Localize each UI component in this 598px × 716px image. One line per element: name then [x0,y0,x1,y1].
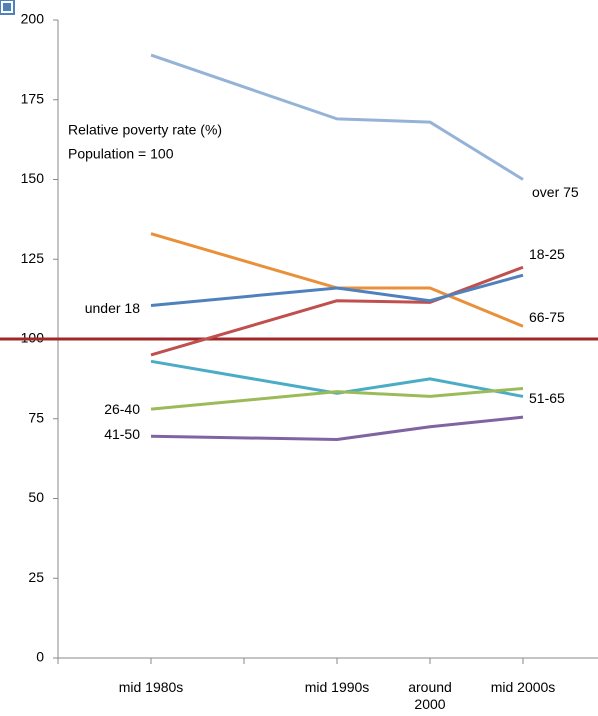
y-tick-label: 125 [21,250,45,266]
y-tick-label: 0 [36,649,44,665]
series-line [150,265,524,357]
y-tick-label: 200 [21,11,45,27]
y-tick-label: 175 [21,90,45,106]
series-label: 41-50 [104,426,140,442]
corner-icon-fill [3,3,11,11]
x-tick-label: mid 1990s [304,679,370,695]
x-tick-label: around 2000 [408,679,452,712]
series-line [150,273,524,307]
series-label: 18-25 [529,246,565,262]
series-line [150,386,524,411]
x-tick-label: mid 1980s [118,679,184,695]
y-tick-label: 150 [21,170,45,186]
series-line [150,53,524,181]
series-line [150,415,524,441]
y-tick-label: 75 [28,409,44,425]
series-line [150,359,524,398]
y-tick-label: 50 [28,489,44,505]
annotation: Population = 100 [68,146,174,162]
series-label: over 75 [532,184,579,200]
series-label: under 18 [85,300,140,316]
annotation: Relative poverty rate (%) [68,122,222,138]
series-label: 51-65 [529,390,565,406]
series-line [150,232,524,328]
x-tick-label: mid 2000s [490,679,556,695]
series-label: 26-40 [104,401,140,417]
series-label: 66-75 [529,309,565,325]
y-tick-label: 25 [28,569,44,585]
